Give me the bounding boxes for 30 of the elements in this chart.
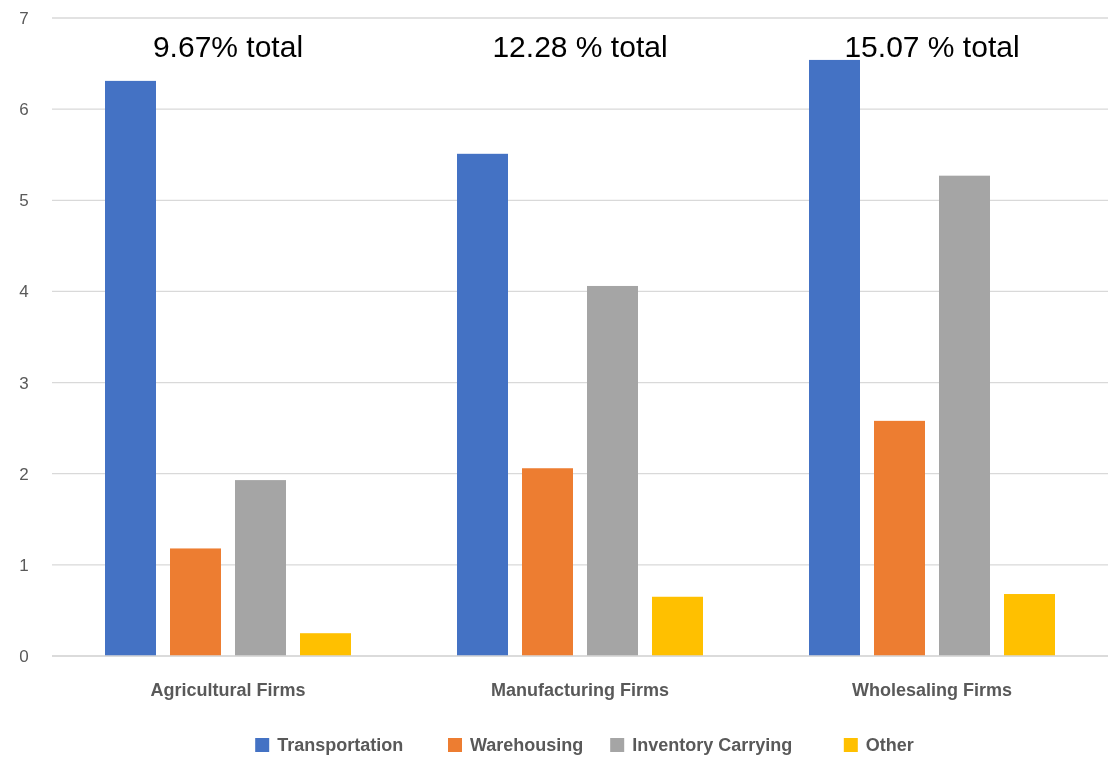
x-tick-label: Agricultural Firms	[150, 680, 306, 700]
bar	[652, 596, 703, 656]
y-tick-label: 6	[19, 100, 29, 120]
bar	[522, 468, 573, 656]
y-tick-label: 0	[19, 646, 29, 666]
bar	[457, 153, 508, 656]
annotation: 15.07 % total	[844, 29, 1020, 63]
y-tick-label: 7	[19, 8, 29, 28]
bar	[105, 80, 156, 656]
y-tick-label: 2	[19, 464, 29, 484]
bar	[170, 548, 221, 656]
bar	[300, 633, 351, 656]
bar	[874, 420, 925, 656]
legend-label: Other	[865, 735, 914, 756]
y-tick-label: 1	[19, 555, 29, 575]
bar	[939, 175, 990, 656]
legend-label: Warehousing	[470, 735, 584, 756]
y-tick-label: 4	[19, 282, 29, 302]
x-tick-label: Manufacturing Firms	[490, 680, 670, 700]
y-tick-label: 3	[19, 373, 29, 393]
y-tick-label: 5	[19, 191, 29, 211]
bar	[1004, 594, 1055, 656]
bar	[235, 480, 286, 656]
bar	[587, 285, 638, 656]
x-tick-label: Wholesaling Firms	[851, 680, 1013, 700]
annotation: 12.28 % total	[492, 29, 668, 63]
legend-label: Inventory Carrying	[632, 735, 793, 756]
annotation: 9.67% total	[152, 29, 304, 63]
bar	[809, 59, 860, 656]
legend-label: Transportation	[277, 735, 404, 756]
